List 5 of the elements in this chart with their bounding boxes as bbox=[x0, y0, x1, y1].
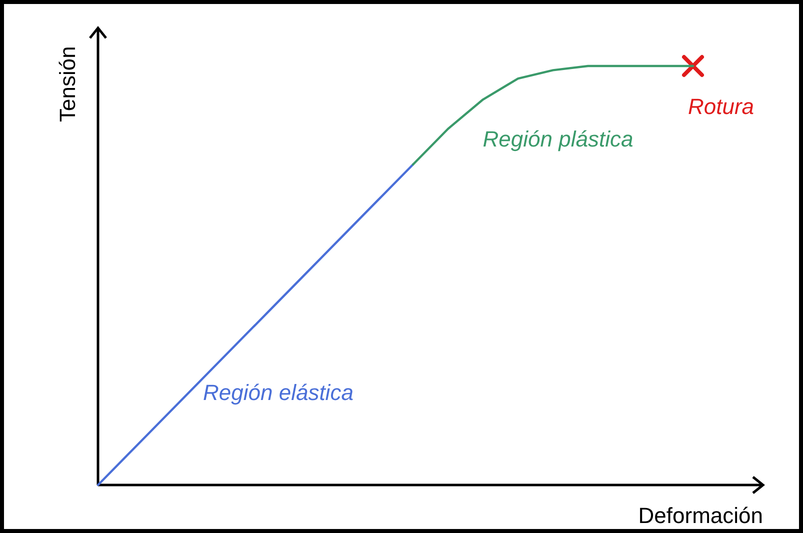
series-label: Región elástica bbox=[203, 380, 354, 406]
x-axis-title: Deformación bbox=[638, 503, 763, 528]
y-axis-title: Tensión bbox=[55, 46, 80, 122]
series-label: Región plástica bbox=[482, 126, 634, 152]
annotation: Rotura bbox=[688, 94, 754, 119]
